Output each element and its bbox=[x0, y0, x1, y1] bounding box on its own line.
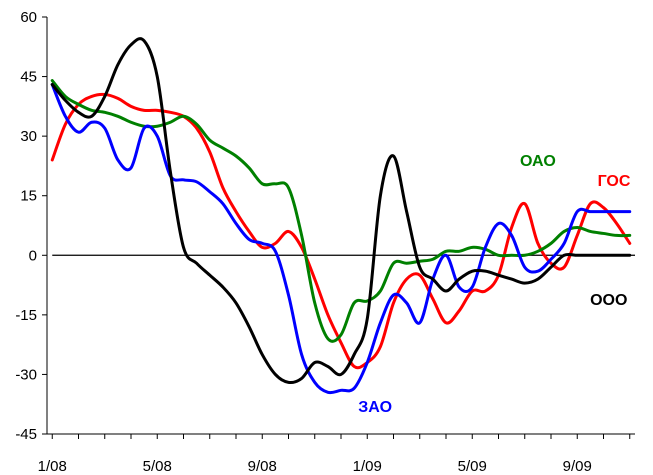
x-tick-label: 5/08 bbox=[143, 458, 172, 475]
series-label-3: ООО bbox=[590, 292, 627, 309]
series-line-2 bbox=[50, 83, 632, 395]
x-tick-label: 1/09 bbox=[353, 458, 382, 475]
series-layer bbox=[50, 37, 632, 395]
x-tick-label: 9/08 bbox=[248, 458, 277, 475]
y-tick-label: 45 bbox=[20, 69, 37, 86]
series-labels: ГОС ОАО ЗАО ООО bbox=[358, 153, 631, 416]
axes: -45 -30 -15 0 15 30 45 60 1/08 5/08 9/08 1/09 5/09 9/… bbox=[15, 9, 635, 475]
x-tick-label: 5/09 bbox=[458, 458, 487, 475]
x-tick-label: 1/08 bbox=[38, 458, 67, 475]
y-tick-label: -30 bbox=[15, 366, 37, 383]
series-label-2: ЗАО bbox=[358, 399, 392, 416]
series-label-1: ОАО bbox=[520, 153, 556, 170]
y-tick-label: -15 bbox=[15, 307, 37, 324]
y-tick-label: 0 bbox=[29, 247, 37, 264]
y-tick-label: -45 bbox=[15, 426, 37, 443]
series-line-3 bbox=[50, 37, 632, 385]
y-tick-label: 30 bbox=[20, 128, 37, 145]
x-tick-label: 9/09 bbox=[563, 458, 592, 475]
y-tick-label: 15 bbox=[20, 188, 37, 205]
series-label-0: ГОС bbox=[598, 173, 631, 190]
y-tick-label: 60 bbox=[20, 9, 37, 26]
series-line-0 bbox=[50, 92, 632, 370]
